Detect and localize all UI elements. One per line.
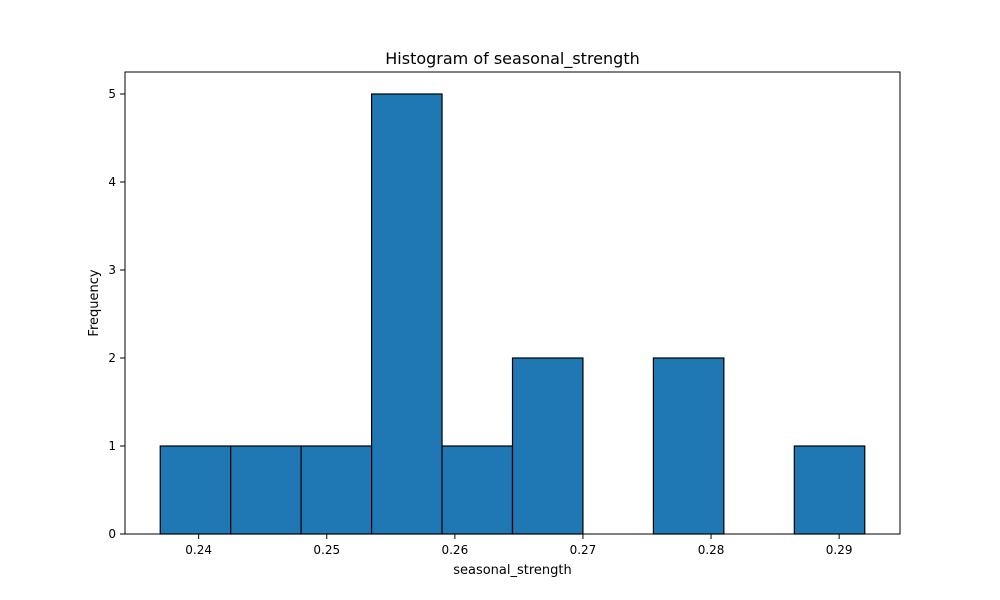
- y-tick-label: 4: [108, 175, 116, 189]
- y-tick-label: 1: [108, 439, 116, 453]
- histogram-bar: [793, 445, 866, 535]
- chart-title: Histogram of seasonal_strength: [385, 49, 639, 69]
- histogram-bar: [441, 445, 514, 535]
- y-tick-label: 3: [108, 263, 116, 277]
- x-tick-label: 0.24: [185, 543, 212, 557]
- x-tick-label: 0.27: [570, 543, 597, 557]
- histogram-bar: [300, 445, 373, 535]
- x-axis-label: seasonal_strength: [453, 563, 572, 578]
- histogram-bar: [230, 445, 302, 535]
- histogram-bar: [159, 445, 232, 535]
- y-axis-label: Frequency: [87, 269, 102, 336]
- plot-frame: [124, 71, 901, 535]
- x-axis-ticks: 0.24 0.25 0.26 0.27 0.28 0.29: [185, 534, 853, 557]
- bars-group: [159, 93, 866, 535]
- x-tick-label: 0.29: [826, 543, 853, 557]
- x-tick-label: 0.28: [698, 543, 725, 557]
- histogram-bar: [370, 93, 443, 535]
- x-tick-label: 0.26: [441, 543, 468, 557]
- histogram-bar: [511, 357, 584, 535]
- y-tick-label: 2: [108, 351, 116, 365]
- histogram-bar: [652, 357, 725, 535]
- y-axis-ticks: 0 1 2 3 4 5: [108, 87, 125, 541]
- y-tick-label: 5: [108, 87, 116, 101]
- x-tick-label: 0.25: [313, 543, 340, 557]
- y-tick-label: 0: [108, 527, 116, 541]
